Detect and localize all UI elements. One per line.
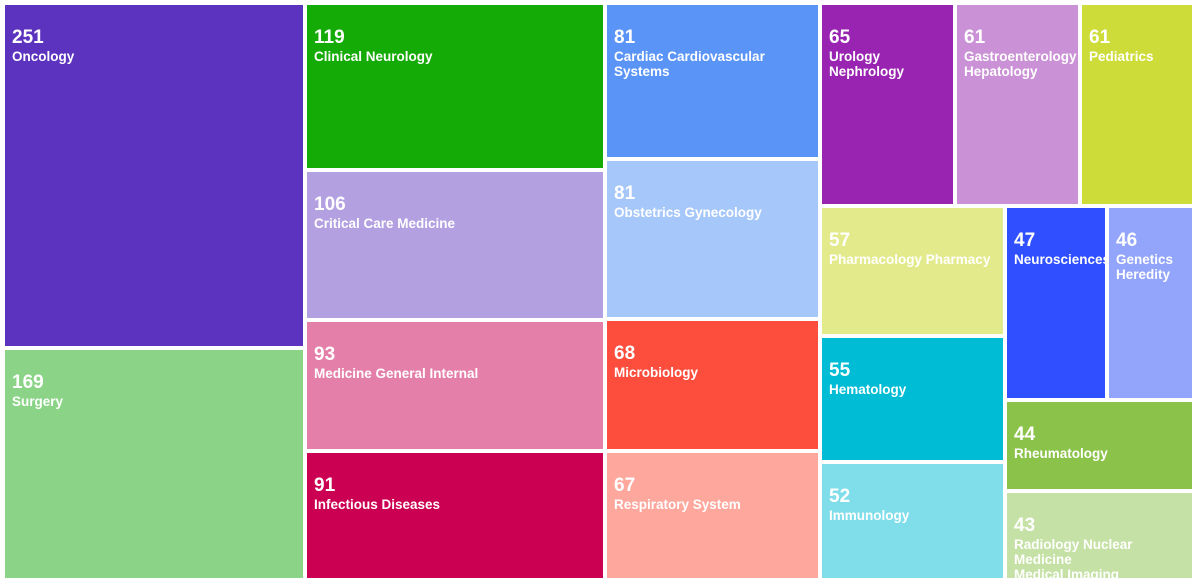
tile-value: 93 <box>314 344 336 365</box>
treemap-tile: 251 Oncology <box>5 5 303 346</box>
tile-label: Clinical Neurology <box>314 49 433 64</box>
tile-value: 43 <box>1014 515 1036 536</box>
treemap-tile: 57 Pharmacology Pharmacy <box>822 208 1003 334</box>
treemap-tile: 61 Pediatrics <box>1082 5 1192 204</box>
treemap-tile: 119 Clinical Neurology <box>307 5 603 168</box>
tile-value: 47 <box>1014 230 1036 251</box>
treemap-tile: 81 Cardiac Cardiovascular Systems <box>607 5 818 157</box>
tile-label: Neurosciences <box>1014 252 1105 267</box>
treemap-tile: 43 Radiology Nuclear Medicine Medical Ima… <box>1007 493 1192 578</box>
tile-label: Infectious Diseases <box>314 497 441 512</box>
tile-label: Hematology <box>829 382 907 397</box>
tile-value: 61 <box>964 27 986 48</box>
treemap-tile: 44 Rheumatology <box>1007 402 1192 489</box>
treemap-tile: 61 Gastroenterology Hepatology <box>957 5 1078 204</box>
tile-label: Respiratory System <box>614 497 741 512</box>
treemap-tile: 169 Surgery <box>5 350 303 578</box>
treemap-tile: 93 Medicine General Internal <box>307 322 603 449</box>
treemap-tile: 81 Obstetrics Gynecology <box>607 161 818 317</box>
tile-value: 81 <box>614 183 636 204</box>
treemap-tile: 67 Respiratory System <box>607 453 818 578</box>
tile-label: Cardiac Cardiovascular Systems <box>614 49 765 79</box>
treemap-tile: 46 Genetics Heredity <box>1109 208 1192 398</box>
tile-value: 119 <box>314 27 345 48</box>
tile-value: 67 <box>614 475 636 496</box>
treemap-tile: 52 Immunology <box>822 464 1003 578</box>
tile-label: Medicine General Internal <box>314 366 479 381</box>
tile-value: 251 <box>12 27 44 48</box>
treemap-tile: 55 Hematology <box>822 338 1003 460</box>
tile-label: Gastroenterology Hepatology <box>964 49 1077 79</box>
tile-label: Urology Nephrology <box>829 49 905 79</box>
tile-value: 44 <box>1014 424 1036 445</box>
tile-label: Pharmacology Pharmacy <box>829 252 991 267</box>
tile-label: Oncology <box>12 49 75 64</box>
tile-value: 52 <box>829 486 851 507</box>
tile-value: 57 <box>829 230 851 251</box>
tile-value: 61 <box>1089 27 1111 48</box>
tile-value: 55 <box>829 360 851 381</box>
tile-value: 81 <box>614 27 636 48</box>
tile-value: 68 <box>614 343 636 364</box>
tile-label: Critical Care Medicine <box>314 216 456 231</box>
treemap-tile: 65 Urology Nephrology <box>822 5 953 204</box>
tile-label: Pediatrics <box>1089 49 1154 64</box>
tile-label: Radiology Nuclear Medicine Medical Imagi… <box>1014 537 1133 578</box>
tile-label: Surgery <box>12 394 64 409</box>
tile-value: 169 <box>12 372 44 393</box>
tile-value: 46 <box>1116 230 1138 251</box>
treemap-tile: 68 Microbiology <box>607 321 818 449</box>
treemap-tile: 91 Infectious Diseases <box>307 453 603 578</box>
treemap-tile: 47 Neurosciences <box>1007 208 1105 398</box>
tile-label: Immunology <box>829 508 910 523</box>
tile-label: Genetics Heredity <box>1116 252 1174 282</box>
tile-label: Microbiology <box>614 365 698 380</box>
tile-value: 106 <box>314 194 346 215</box>
tile-value: 65 <box>829 27 851 48</box>
tile-label: Obstetrics Gynecology <box>614 205 762 220</box>
tile-label: Rheumatology <box>1014 446 1108 461</box>
tile-value: 91 <box>314 475 336 496</box>
treemap-tile: 106 Critical Care Medicine <box>307 172 603 318</box>
